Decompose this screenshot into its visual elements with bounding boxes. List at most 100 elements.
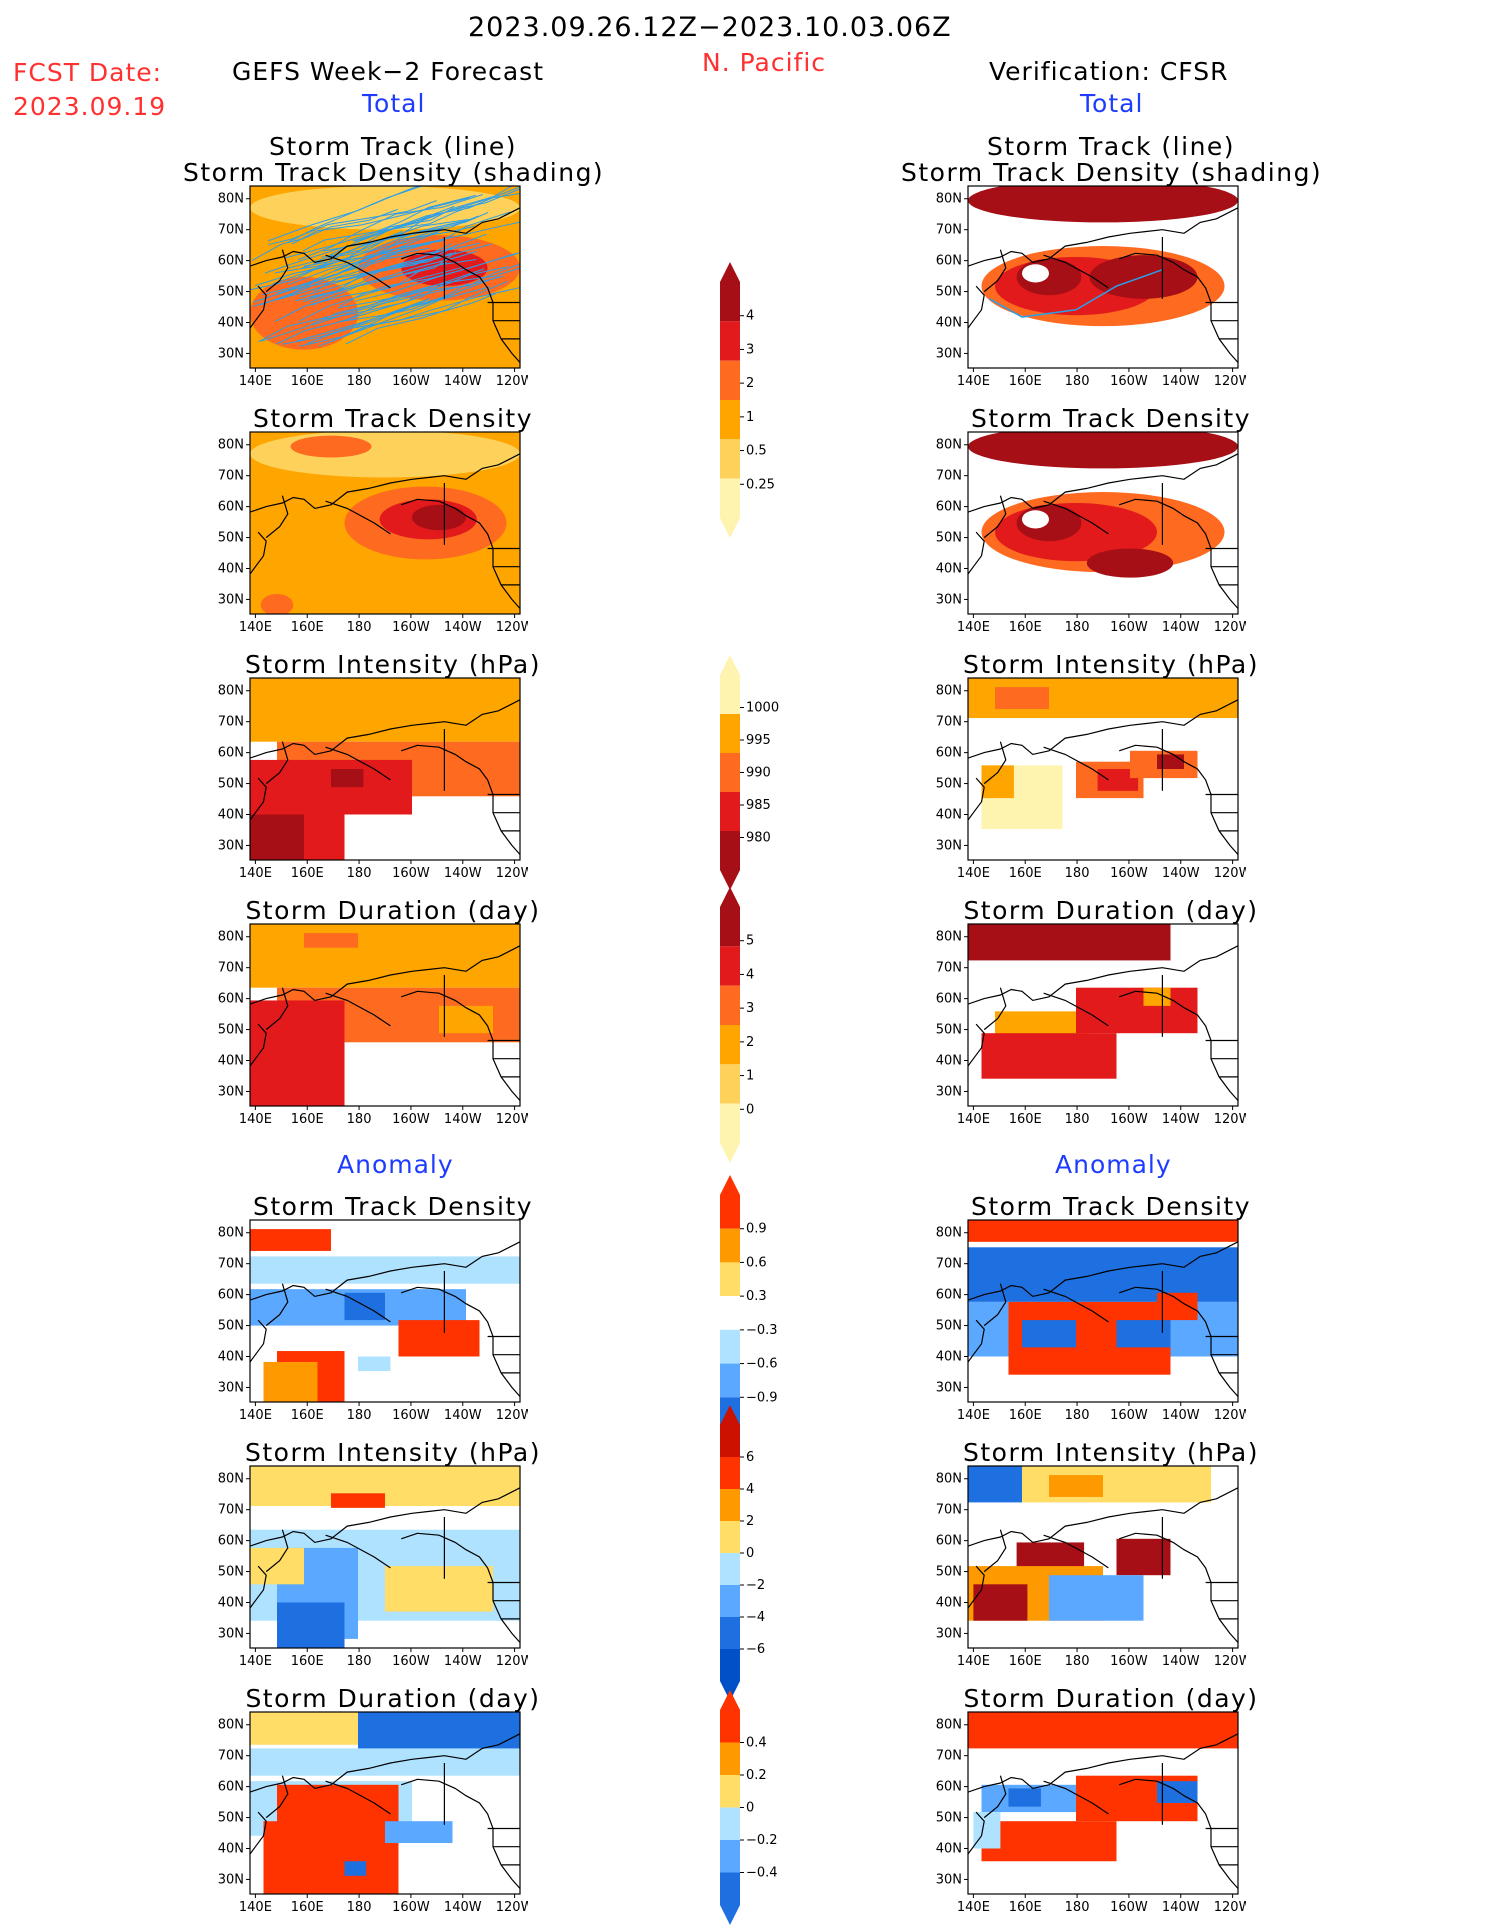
colorbar-tick-label: 0.4 bbox=[746, 1736, 767, 1751]
right-track-title-1: Storm Track (line) bbox=[986, 132, 1236, 161]
lat-tick-label: 60N bbox=[218, 1534, 244, 1549]
colorbar-tick-label: 0.6 bbox=[746, 1255, 767, 1270]
lat-tick-label: 50N bbox=[936, 1319, 962, 1334]
colorbar-tick-label: 990 bbox=[746, 766, 771, 781]
lat-tick-label: 30N bbox=[936, 1380, 962, 1395]
lat-tick-label: 40N bbox=[218, 1054, 244, 1069]
colorbar-tick-label: 0 bbox=[746, 1546, 754, 1561]
lat-tick-label: 70N bbox=[218, 1749, 244, 1764]
lat-tick-label: 40N bbox=[218, 808, 244, 823]
lat-tick-label: 60N bbox=[218, 992, 244, 1007]
lon-tick-label: 160E bbox=[1009, 1112, 1042, 1127]
lat-tick-label: 40N bbox=[218, 1842, 244, 1857]
left-intensity-title: Storm Intensity (hPa) bbox=[245, 650, 541, 679]
lat-tick-label: 70N bbox=[936, 961, 962, 976]
colorbar-tick-label: 0.5 bbox=[746, 444, 767, 459]
lat-tick-label: 50N bbox=[936, 777, 962, 792]
lon-tick-label: 180 bbox=[1065, 1900, 1090, 1915]
lon-tick-label: 160E bbox=[291, 1408, 324, 1423]
lon-tick-label: 140E bbox=[957, 620, 990, 635]
forecast-map-panel: 80N 70N 60N 50N 40N 30N 140E 160E 180 160W 140W 120… bbox=[202, 182, 528, 392]
forecast-map-panel: 80N 70N 60N 50N 40N 30N 140E 160E 180 160W 140W 120… bbox=[202, 1708, 528, 1918]
lat-tick-label: 40N bbox=[936, 1350, 962, 1365]
lat-tick-label: 60N bbox=[218, 254, 244, 269]
right-duration-anom-title: Storm Duration (day) bbox=[963, 1684, 1259, 1713]
lat-tick-label: 80N bbox=[218, 192, 244, 207]
lat-tick-label: 30N bbox=[936, 838, 962, 853]
lat-tick-label: 50N bbox=[936, 285, 962, 300]
region-label: N. Pacific bbox=[702, 48, 827, 77]
lon-tick-label: 160E bbox=[291, 866, 324, 881]
lon-tick-label: 120W bbox=[496, 620, 528, 635]
forecast-map-panel: 80N 70N 60N 50N 40N 30N 140E 160E 180 160W 140W 120… bbox=[202, 1216, 528, 1426]
lat-tick-label: 70N bbox=[218, 469, 244, 484]
lon-tick-label: 160W bbox=[392, 866, 430, 881]
lat-tick-label: 80N bbox=[218, 1718, 244, 1733]
verification-map-panel: 80N 70N 60N 50N 40N 30N 140E 160E 180 160W 140W 120… bbox=[920, 920, 1246, 1130]
lon-tick-label: 180 bbox=[1065, 1408, 1090, 1423]
colorbar-tick-label: −0.4 bbox=[746, 1866, 778, 1881]
lon-tick-label: 140E bbox=[957, 1112, 990, 1127]
lat-tick-label: 80N bbox=[218, 1226, 244, 1241]
lon-tick-label: 180 bbox=[347, 1654, 372, 1669]
lon-tick-label: 140W bbox=[444, 1654, 482, 1669]
lat-tick-label: 60N bbox=[218, 746, 244, 761]
lat-tick-label: 30N bbox=[218, 1084, 244, 1099]
lat-tick-label: 70N bbox=[218, 961, 244, 976]
lon-tick-label: 180 bbox=[347, 1900, 372, 1915]
lat-tick-label: 70N bbox=[218, 715, 244, 730]
lon-tick-label: 160E bbox=[1009, 1654, 1042, 1669]
lat-tick-label: 80N bbox=[936, 1718, 962, 1733]
lat-tick-label: 60N bbox=[936, 1288, 962, 1303]
lon-tick-label: 160E bbox=[1009, 1408, 1042, 1423]
lat-tick-label: 50N bbox=[218, 285, 244, 300]
lat-tick-label: 40N bbox=[218, 1596, 244, 1611]
lon-tick-label: 180 bbox=[347, 1408, 372, 1423]
colorbar-tick-label: 0 bbox=[746, 1801, 754, 1816]
lat-tick-label: 80N bbox=[218, 438, 244, 453]
left-anomaly-label: Anomaly bbox=[337, 1150, 454, 1179]
forecast-map-panel: 80N 70N 60N 50N 40N 30N 140E 160E 180 160W 140W 120… bbox=[202, 920, 528, 1130]
lat-tick-label: 60N bbox=[936, 1534, 962, 1549]
lon-tick-label: 160E bbox=[291, 1112, 324, 1127]
lat-tick-label: 80N bbox=[936, 930, 962, 945]
lon-tick-label: 160W bbox=[1110, 1900, 1148, 1915]
lon-tick-label: 140E bbox=[239, 620, 272, 635]
lon-tick-label: 140E bbox=[239, 866, 272, 881]
lon-tick-label: 120W bbox=[496, 866, 528, 881]
lat-tick-label: 80N bbox=[936, 684, 962, 699]
lat-tick-label: 30N bbox=[936, 592, 962, 607]
lon-tick-label: 120W bbox=[1214, 1112, 1246, 1127]
lon-tick-label: 160W bbox=[1110, 1654, 1148, 1669]
colorbar-tick-label: 1000 bbox=[746, 701, 779, 716]
lon-tick-label: 140W bbox=[1162, 866, 1200, 881]
lon-tick-label: 160W bbox=[1110, 620, 1148, 635]
lon-tick-label: 140W bbox=[444, 1112, 482, 1127]
lon-tick-label: 140W bbox=[1162, 374, 1200, 389]
duration-colorbar: 5 4 3 2 1 0 bbox=[718, 887, 788, 1167]
colorbar-tick-label: 985 bbox=[746, 798, 771, 813]
lon-tick-label: 140W bbox=[1162, 620, 1200, 635]
verification-map-panel: 80N 70N 60N 50N 40N 30N 140E 160E 180 160W 140W 120… bbox=[920, 1708, 1246, 1918]
fcst-date-value: 2023.09.19 bbox=[13, 92, 167, 121]
lat-tick-label: 60N bbox=[218, 1780, 244, 1795]
lon-tick-label: 140E bbox=[239, 374, 272, 389]
density-colorbar: 4 3 2 1 0.5 0.25 bbox=[718, 262, 788, 542]
lon-tick-label: 120W bbox=[1214, 374, 1246, 389]
colorbar-tick-label: 1 bbox=[746, 1069, 754, 1084]
colorbar-tick-label: 0.3 bbox=[746, 1289, 767, 1304]
lat-tick-label: 40N bbox=[936, 808, 962, 823]
left-track-title-2: Storm Track Density (shading) bbox=[183, 158, 605, 187]
lat-tick-label: 70N bbox=[936, 1749, 962, 1764]
lon-tick-label: 140E bbox=[957, 1654, 990, 1669]
lon-tick-label: 120W bbox=[1214, 1408, 1246, 1423]
lat-tick-label: 70N bbox=[936, 1503, 962, 1518]
lon-tick-label: 140W bbox=[1162, 1408, 1200, 1423]
lon-tick-label: 140W bbox=[1162, 1900, 1200, 1915]
verification-map-panel: 80N 70N 60N 50N 40N 30N 140E 160E 180 160W 140W 120… bbox=[920, 674, 1246, 884]
colorbar-tick-label: −0.2 bbox=[746, 1833, 778, 1848]
lat-tick-label: 50N bbox=[218, 1565, 244, 1580]
colorbar-tick-label: 1 bbox=[746, 410, 754, 425]
lat-tick-label: 50N bbox=[936, 1565, 962, 1580]
lon-tick-label: 160E bbox=[1009, 866, 1042, 881]
